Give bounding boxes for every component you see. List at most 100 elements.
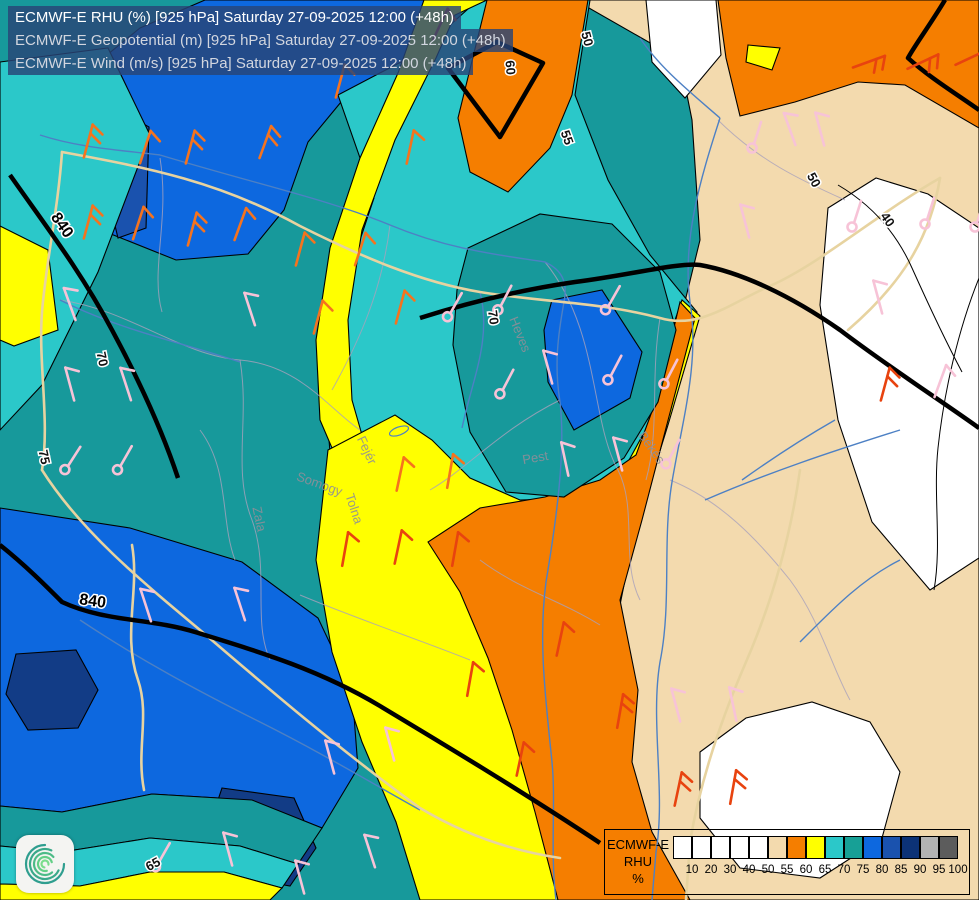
legend-cell-75: [844, 836, 863, 859]
wind-barb: [615, 692, 636, 730]
wind-barb: [746, 120, 763, 154]
county-border-lines: [59, 119, 851, 701]
wind-barb: [138, 129, 162, 165]
contour-label: 75: [36, 448, 54, 465]
wind-barb: [658, 358, 679, 390]
legend-cell-60: [787, 836, 806, 859]
wind-barbs: [59, 7, 979, 895]
wind-barb: [445, 452, 466, 490]
title-wind: ECMWF-E Wind (m/s) [925 hPa] Saturday 27…: [8, 52, 474, 75]
wind-barb: [233, 586, 250, 622]
wind-barb: [450, 530, 471, 568]
legend-cell-85: [882, 836, 901, 859]
wind-barb: [111, 444, 134, 476]
wind-barb: [728, 768, 749, 806]
wind-barb: [492, 284, 513, 316]
wind-barb: [954, 49, 979, 67]
wind-barb: [131, 205, 155, 241]
wind-barb: [602, 354, 623, 386]
river-lines: [39, 37, 901, 900]
legend-tick-95: 95: [932, 864, 946, 876]
wind-barb: [294, 231, 316, 267]
legend-tick-75: 75: [856, 864, 870, 876]
wind-barb: [312, 299, 334, 335]
legend-cell-20: [692, 836, 711, 859]
wind-barb: [465, 660, 486, 698]
wind-barb: [82, 123, 104, 159]
region-white-right: [819, 177, 979, 591]
wind-barb: [363, 833, 380, 869]
wind-barb: [906, 53, 940, 74]
lake-balaton: [388, 425, 410, 437]
legend-cell-65: [806, 836, 825, 859]
wind-barb: [933, 363, 957, 399]
legend-tick-20: 20: [704, 864, 718, 876]
wind-barb: [739, 203, 756, 239]
provider-logo[interactable]: [16, 835, 74, 893]
spiral-logo-icon: [24, 843, 66, 885]
wind-barb: [340, 530, 361, 568]
wind-barb: [872, 279, 889, 315]
legend-cell-10: [673, 836, 692, 859]
region-orange-ne: [717, 0, 979, 129]
wind-barb: [384, 726, 401, 762]
wind-barb: [395, 456, 416, 492]
wind-barb: [670, 687, 687, 723]
wind-barb: [559, 441, 576, 477]
legend-cell-95: [920, 836, 939, 859]
wind-barb: [243, 291, 260, 327]
title-rhu: ECMWF-E RHU (%) [925 hPa] Saturday 27-09…: [8, 6, 461, 29]
legend-cell-30: [711, 836, 730, 859]
contour-label: 840: [78, 591, 107, 612]
wind-barb: [233, 206, 257, 242]
geopotential-contour-lines: [0, 0, 979, 845]
legend-tick-60: 60: [799, 864, 813, 876]
legend-cell-50: [749, 836, 768, 859]
wind-barb: [405, 129, 426, 165]
wind-barb: [555, 621, 576, 657]
wind-barb: [119, 366, 136, 402]
legend-tick-10: 10: [685, 864, 699, 876]
wind-barb: [612, 436, 629, 472]
wind-barb: [222, 831, 239, 867]
wind-barb: [727, 686, 744, 722]
region-yellow-ne-patch: [745, 44, 781, 71]
legend-tick-40: 40: [742, 864, 756, 876]
wind-barb: [184, 129, 206, 165]
legend-cell-55: [768, 836, 787, 859]
region-yellow-sw: [0, 871, 284, 900]
contour-label: 60: [502, 60, 518, 76]
wind-barb: [393, 529, 414, 565]
legend-cell-40: [730, 836, 749, 859]
legend-tick-70: 70: [837, 864, 851, 876]
wind-barb: [149, 841, 172, 873]
wind-barb: [82, 204, 104, 240]
wind-barb: [660, 438, 681, 470]
wind-barb: [919, 196, 936, 230]
rh-contour-labels: 60 50 55 50 40 70 70 75 65: [34, 28, 899, 875]
wind-barb: [515, 741, 536, 777]
region-yellow-left-wedge: [0, 225, 59, 347]
region-blue-core-center: [543, 289, 643, 431]
wind-barb: [64, 366, 81, 402]
wind-barb: [62, 286, 79, 322]
wind-barb: [394, 289, 416, 325]
wind-barb: [441, 291, 464, 323]
legend-tick-100: 100: [948, 864, 968, 876]
rhu-color-legend: ECMWF-E RHU % 10 20 30 40 50 55 60 65 70 75 80 85 90…: [604, 829, 970, 895]
legend-tick-90: 90: [913, 864, 927, 876]
legend-tick-85: 85: [894, 864, 908, 876]
wind-barb: [846, 199, 863, 233]
map-title-block: ECMWF-E RHU (%) [925 hPa] Saturday 27-09…: [8, 6, 513, 75]
legend-tick-55: 55: [780, 864, 794, 876]
wind-barb: [139, 587, 156, 623]
wind-barb: [673, 771, 694, 807]
contour-label: 55: [558, 128, 577, 147]
county-name-label: Zala: [249, 505, 269, 534]
wind-barb: [494, 368, 515, 400]
rh-contour-extra-lines: [837, 184, 979, 591]
county-name-label: Pest: [521, 448, 550, 467]
legend-cell-100: [939, 836, 958, 859]
